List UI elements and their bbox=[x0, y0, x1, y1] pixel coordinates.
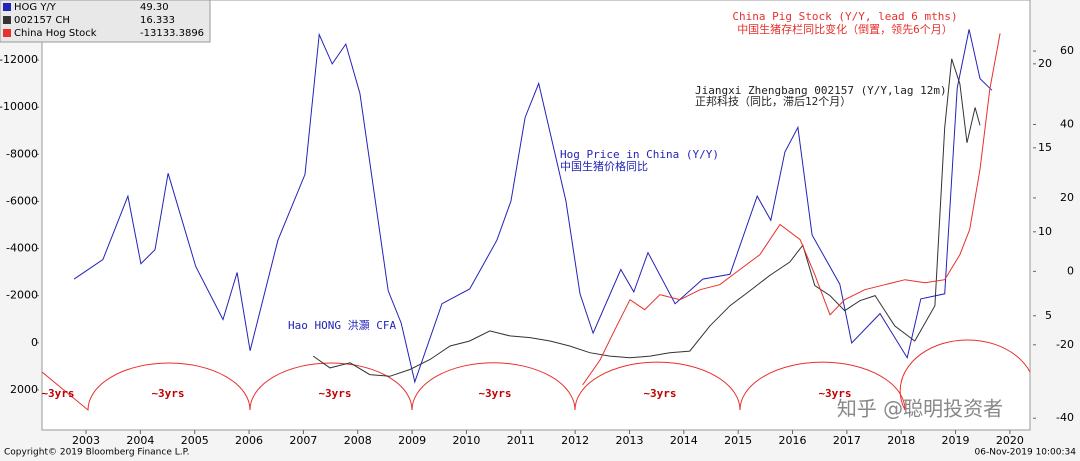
x-tick-label: 2007 bbox=[289, 434, 317, 447]
y3-tick-label: 20 bbox=[1038, 57, 1052, 70]
footer-right: 06-Nov-2019 10:00:34 bbox=[975, 448, 1077, 458]
y-tick-label: 0 bbox=[31, 336, 38, 349]
annotation: Hog Price in China (Y/Y) bbox=[560, 148, 719, 161]
series-line bbox=[582, 33, 1001, 386]
legend-box bbox=[0, 0, 211, 43]
y2-tick-label: 40 bbox=[1060, 117, 1074, 130]
y3-tick-label: 5 bbox=[1045, 309, 1052, 322]
y-tick-label: -8000 bbox=[6, 147, 38, 160]
x-tick-label: 2003 bbox=[72, 434, 100, 447]
x-tick-label: 2016 bbox=[779, 434, 807, 447]
x-tick-label: 2008 bbox=[344, 434, 372, 447]
x-tick-label: 2004 bbox=[126, 434, 154, 447]
cycle-arcs bbox=[41, 339, 1031, 412]
watermark: 知乎 @聪明投资者 bbox=[837, 397, 1003, 421]
x-tick-label: 2020 bbox=[996, 434, 1024, 447]
legend-name: HOG Y/Y bbox=[14, 2, 57, 13]
x-tick-label: 2011 bbox=[507, 434, 535, 447]
y2-tick-label: 0 bbox=[1067, 264, 1074, 277]
legend-swatch bbox=[3, 3, 11, 11]
x-tick-label: 2006 bbox=[235, 434, 263, 447]
annotation: ~3yrs bbox=[478, 387, 511, 400]
y3-tick-label: 10 bbox=[1038, 225, 1052, 238]
y-tick-label: -12000 bbox=[0, 53, 38, 66]
annotation: Jiangxi Zhengbang 002157 (Y/Y,lag 12m) bbox=[695, 84, 947, 97]
footer-left: Copyright© 2019 Bloomberg Finance L.P. bbox=[4, 448, 189, 458]
y2-tick-label: -40 bbox=[1056, 411, 1074, 424]
x-tick-label: 2019 bbox=[942, 434, 970, 447]
x-tick-label: 2012 bbox=[561, 434, 589, 447]
x-tick-label: 2013 bbox=[615, 434, 643, 447]
annotation: ~3yrs bbox=[643, 387, 676, 400]
plot-area bbox=[41, 0, 1031, 431]
x-tick-label: 2017 bbox=[833, 434, 861, 447]
legend-value: 49.30 bbox=[140, 2, 169, 13]
x-tick-label: 2018 bbox=[887, 434, 915, 447]
annotation: ~3yrs bbox=[151, 387, 184, 400]
annotation: 正邦科技（同比，滞后12个月） bbox=[695, 94, 851, 108]
y-tick-label: -4000 bbox=[6, 242, 38, 255]
legend-value: 16.333 bbox=[140, 15, 175, 26]
annotation: ~3yrs bbox=[318, 387, 351, 400]
y-tick-label: -10000 bbox=[0, 100, 38, 113]
legend-name: 002157 CH bbox=[14, 15, 70, 26]
y-tick-label: -6000 bbox=[6, 194, 38, 207]
legend-name: China Hog Stock bbox=[14, 28, 97, 39]
legend-swatch bbox=[3, 16, 11, 24]
annotation: ~3yrs bbox=[41, 387, 74, 400]
x-tick-label: 2005 bbox=[181, 434, 209, 447]
y2-tick-label: -20 bbox=[1056, 338, 1074, 351]
annotation: ~3yrs bbox=[818, 387, 851, 400]
series-line bbox=[312, 58, 981, 377]
y3-tick-label: 15 bbox=[1038, 141, 1052, 154]
x-tick-label: 2014 bbox=[670, 434, 698, 447]
x-tick-label: 2010 bbox=[452, 434, 480, 447]
annotation: 中国生猪价格同比 bbox=[560, 159, 648, 173]
y-tick-label: -2000 bbox=[6, 289, 38, 302]
x-tick-label: 2009 bbox=[398, 434, 426, 447]
annotation: 中国生猪存栏同比变化（倒置，领先6个月） bbox=[737, 22, 953, 36]
legend-swatch bbox=[3, 29, 11, 37]
annotation: China Pig Stock (Y/Y, lead 6 mths) bbox=[732, 10, 957, 23]
y2-tick-label: 20 bbox=[1060, 191, 1074, 204]
legend-value: -13133.3896 bbox=[140, 28, 204, 39]
x-tick-label: 2015 bbox=[724, 434, 752, 447]
series-line bbox=[73, 29, 993, 384]
y-tick-label: 2000 bbox=[10, 383, 38, 396]
annotation: Hao HONG 洪灝 CFA bbox=[288, 318, 396, 332]
y2-tick-label: 60 bbox=[1060, 44, 1074, 57]
